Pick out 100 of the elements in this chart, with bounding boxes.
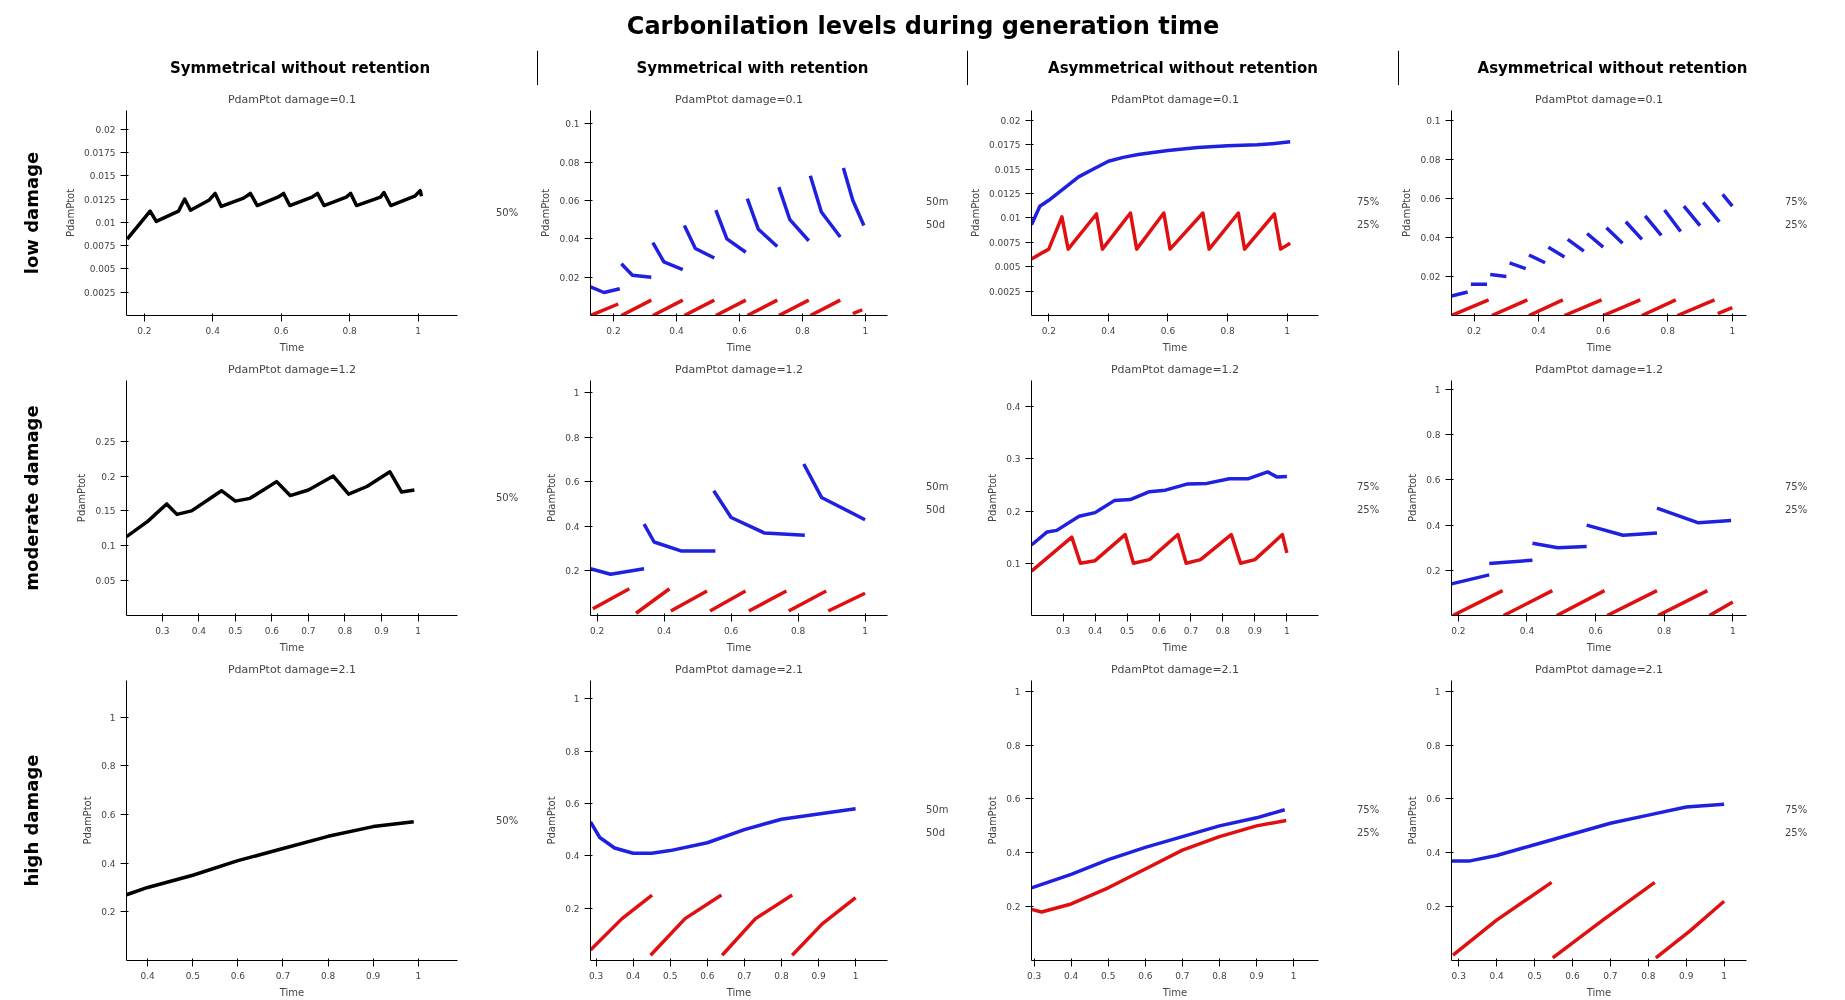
x-tick-label: 0.8: [774, 970, 789, 981]
x-tick-label: 0.6: [230, 970, 246, 981]
y-tick-label: 0.1: [1006, 558, 1021, 569]
x-tick-label: 0.8: [337, 625, 353, 636]
y-axis-title: PdamPtot: [65, 188, 77, 238]
x-tick-label: 0.4: [205, 325, 221, 336]
x-tick-label: 0.3: [1026, 970, 1042, 981]
text: 50d: [926, 503, 946, 515]
y-tick-label: 0.02: [1420, 271, 1441, 282]
y-tick-label: 0.1: [565, 119, 580, 130]
category-label: Asymmetrical without retention: [1477, 59, 1748, 77]
y-tick-label: 0.2: [1006, 506, 1021, 517]
x-tick-label: 0.2: [1041, 325, 1056, 336]
x-tick-label: 0.8: [1220, 325, 1236, 336]
y-tick-label: 0.02: [1000, 115, 1021, 126]
x-tick-label: 0.3: [1055, 625, 1071, 636]
text: 25%: [1785, 218, 1808, 230]
x-tick-label: 0.2: [606, 325, 621, 336]
x-tick-label: 0.7: [1183, 625, 1199, 636]
x-tick-label: 0.6: [732, 325, 747, 336]
x-axis-title: Time: [1161, 641, 1188, 653]
y-tick-label: 0.3: [1006, 454, 1021, 465]
y-tick-label: 0.25: [95, 436, 116, 447]
y-tick-label: 0.4: [1426, 848, 1441, 859]
x-axis-title: Time: [1161, 341, 1188, 353]
text: 75%: [1357, 195, 1380, 207]
x-tick-label: 0.4: [1064, 970, 1079, 981]
x-tick-label: 0.4: [657, 625, 672, 636]
text: 50%: [496, 492, 519, 503]
x-tick-label: 0.7: [301, 625, 316, 636]
y-tick-label: 1: [573, 694, 580, 705]
chart-title: PdamPtot damage=1.2: [674, 362, 804, 376]
y-axis-title: PdamPtot: [82, 796, 94, 845]
y-tick-label: 0.08: [559, 157, 580, 168]
x-tick-label: 1: [1729, 325, 1736, 336]
x-tick-label: 0.9: [374, 625, 389, 636]
chart-title: PdamPtot damage=0.1: [1534, 92, 1664, 106]
x-tick-label: 0.7: [1603, 970, 1618, 981]
x-tick-label: 0.6: [1151, 625, 1167, 636]
x-tick-label: 0.8: [320, 970, 336, 981]
y-tick-label: 0.15: [95, 506, 116, 517]
x-tick-label: 0.6: [1565, 970, 1580, 981]
y-tick-label: 0.4: [1006, 402, 1021, 413]
text: 50m: [926, 480, 949, 492]
x-tick-label: 1: [1721, 970, 1727, 981]
x-tick-label: 0.9: [1679, 970, 1694, 981]
x-tick-label: 0.7: [275, 970, 291, 981]
y-tick-label: 1: [573, 388, 580, 399]
text: 50d: [926, 826, 946, 837]
y-tick-label: 0.4: [101, 858, 116, 869]
chart-title: PdamPtot damage=2.1: [1110, 662, 1240, 676]
x-axis-title: Time: [725, 986, 752, 998]
y-tick-label: 0.1: [101, 541, 116, 552]
y-tick-label: 0.6: [1006, 794, 1021, 805]
x-axis-title: Time: [278, 986, 305, 998]
text: 50m: [926, 195, 949, 207]
category-label: Symmetrical without retention: [169, 59, 431, 77]
x-tick-label: 0.2: [1451, 625, 1466, 636]
x-tick-label: 0.8: [1660, 325, 1676, 336]
x-axis-title: Time: [725, 341, 752, 353]
category-label: Symmetrical with retention: [636, 59, 869, 77]
y-tick-label: 0.6: [565, 477, 580, 488]
y-tick-label: 0.02: [95, 124, 116, 135]
y-tick-label: 0.02: [559, 272, 580, 283]
x-tick-label: 0.4: [191, 625, 207, 636]
x-tick-label: 0.2: [1466, 325, 1482, 336]
x-axis-title: Time: [1585, 341, 1612, 353]
y-tick-label: 0.4: [1006, 848, 1021, 859]
y-tick-label: 0.015: [89, 171, 116, 182]
chart-title: PdamPtot damage=0.1: [227, 92, 357, 106]
text: 75%: [1785, 480, 1808, 492]
chart-title: PdamPtot damage=1.2: [1110, 362, 1240, 376]
y-tick-label: 0.4: [1426, 520, 1441, 531]
x-tick-label: 1: [1290, 970, 1297, 981]
y-tick-label: 0.8: [565, 746, 580, 757]
x-axis-title: Time: [725, 641, 752, 653]
x-tick-label: 1: [852, 970, 859, 981]
y-tick-label: 0.0025: [989, 286, 1021, 297]
y-tick-label: 0.01: [95, 217, 116, 228]
x-tick-label: 0.6: [1588, 625, 1603, 636]
y-tick-label: 0.04: [1420, 232, 1441, 243]
y-axis-title: PdamPtot: [1407, 796, 1419, 845]
x-tick-label: 0.9: [811, 970, 826, 981]
x-tick-label: 1: [415, 325, 422, 336]
x-tick-label: 0.8: [1641, 970, 1656, 981]
y-tick-label: 0.2: [1006, 902, 1021, 913]
x-tick-label: 0.9: [1247, 625, 1263, 636]
chart-title: PdamPtot damage=2.1: [674, 662, 804, 676]
chart-title: PdamPtot damage=2.1: [227, 662, 357, 676]
y-tick-label: 0.8: [565, 432, 580, 443]
x-tick-label: 1: [415, 970, 422, 981]
x-tick-label: 0.8: [1657, 625, 1672, 636]
y-axis-title: PdamPtot: [76, 473, 88, 523]
y-tick-label: 0.005: [994, 262, 1021, 273]
category-label: Asymmetrical without retention: [1048, 59, 1318, 77]
y-tick-label: 0.0075: [989, 237, 1021, 248]
y-tick-label: 0.6: [101, 809, 116, 820]
text: 75%: [1785, 195, 1808, 207]
x-axis-title: Time: [1585, 986, 1612, 998]
y-tick-label: 1: [1434, 385, 1441, 396]
